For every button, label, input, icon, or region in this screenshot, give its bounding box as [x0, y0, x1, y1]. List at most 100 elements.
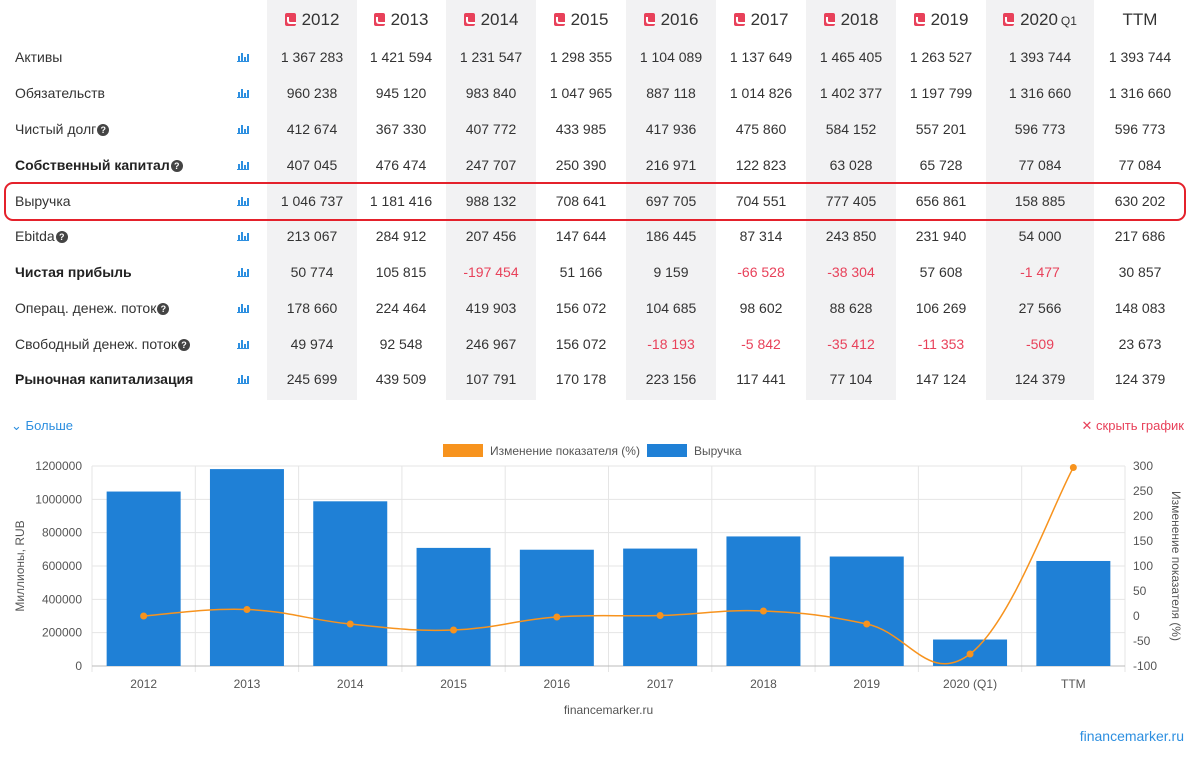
row-label: Выручка	[15, 183, 71, 219]
table-cell: 1 137 649	[729, 49, 793, 65]
table-row: Выручка 1 046 737 1 181 416 988 132 708 641 6…	[0, 183, 1200, 219]
column-header[interactable]: 2017	[706, 2, 816, 38]
table-cell: -5 842	[741, 336, 781, 352]
pdf-report-icon[interactable]	[553, 13, 565, 26]
pdf-report-icon[interactable]	[373, 13, 385, 26]
column-header[interactable]: 2015	[526, 2, 636, 38]
pdf-report-icon[interactable]	[1003, 13, 1015, 26]
column-header[interactable]: 2019	[886, 2, 996, 38]
table-cell: 77 084	[1018, 157, 1062, 173]
help-icon[interactable]: ?	[55, 231, 68, 243]
help-icon[interactable]: ?	[178, 339, 191, 351]
table-cell: 656 861	[915, 193, 967, 209]
revenue-bar	[416, 547, 491, 666]
bar-chart-icon[interactable]	[237, 196, 249, 206]
bar-chart-icon[interactable]	[237, 88, 249, 98]
pdf-report-icon[interactable]	[463, 13, 475, 26]
x-tick-label: TTM	[1061, 677, 1086, 691]
column-header[interactable]: 2014	[436, 2, 546, 38]
y2-tick-label: 150	[1133, 534, 1153, 548]
row-label: Обязательств	[15, 75, 105, 111]
bar-chart-icon[interactable]	[237, 52, 249, 62]
column-year: 2020	[1020, 10, 1058, 29]
table-cell: 1 104 089	[639, 49, 703, 65]
y-tick-label: 400000	[42, 592, 82, 606]
y-tick-label: 1000000	[35, 492, 82, 506]
column-header[interactable]: 2012	[257, 2, 367, 38]
revenue-bar	[829, 556, 904, 666]
table-row: Активы 1 367 283 1 421 594 1 231 547 1 298 3…	[0, 39, 1200, 75]
help-icon[interactable]: ?	[97, 124, 110, 136]
table-cell: 65 728	[919, 157, 963, 173]
y-tick-label: 0	[75, 659, 82, 673]
pdf-report-icon[interactable]	[823, 13, 835, 26]
row-label: Собственный капитал?	[15, 147, 183, 183]
column-header[interactable]: 2016	[616, 2, 726, 38]
table-cell: 57 608	[919, 264, 963, 280]
table-cell: 49 974	[290, 336, 334, 352]
table-cell: 417 936	[645, 121, 697, 137]
bar-chart-icon[interactable]	[237, 160, 249, 170]
pdf-report-icon[interactable]	[913, 13, 925, 26]
change-point	[450, 626, 458, 634]
change-point	[140, 612, 148, 620]
table-cell: 147 124	[915, 371, 967, 387]
more-link-label: Больше	[25, 418, 74, 433]
help-icon[interactable]: ?	[157, 303, 170, 315]
table-cell: 250 390	[555, 157, 607, 173]
table-cell: 186 445	[645, 228, 697, 244]
more-link[interactable]: ⌄ Больше	[11, 418, 73, 434]
table-cell: 704 551	[735, 193, 787, 209]
x-tick-label: 2012	[130, 677, 157, 691]
table-cell: 1 367 283	[280, 49, 344, 65]
row-label-text: Чистый долг	[15, 121, 97, 137]
bar-chart-icon[interactable]	[237, 124, 249, 134]
table-cell: 945 120	[375, 85, 427, 101]
column-period: Q1	[1060, 14, 1077, 28]
table-cell: 1 047 965	[549, 85, 613, 101]
row-label-text: Рыночная капитализация	[15, 371, 194, 387]
y-axis-title: Миллионы, RUB	[13, 520, 27, 611]
revenue-bar	[726, 536, 801, 666]
x-tick-label: 2015	[440, 677, 467, 691]
x-tick-label: 2014	[337, 677, 364, 691]
table-cell: 419 903	[465, 300, 517, 316]
column-year: TTM	[1122, 10, 1158, 29]
column-header[interactable]: 2013	[346, 2, 456, 38]
y-tick-label: 200000	[42, 626, 82, 640]
y-tick-label: 1200000	[35, 459, 82, 473]
table-cell: 284 912	[375, 228, 427, 244]
table-cell: 475 860	[735, 121, 787, 137]
hide-chart-link[interactable]: ✕ скрыть график	[1082, 418, 1184, 434]
column-header[interactable]: 2018	[796, 2, 906, 38]
column-year: 2017	[750, 10, 789, 29]
table-cell: -18 193	[647, 336, 695, 352]
bar-chart-icon[interactable]	[237, 231, 249, 241]
table-cell: 170 178	[555, 371, 607, 387]
table-row: Обязательств 960 238 945 120 983 840 1 047 9…	[0, 75, 1200, 111]
column-year: 2018	[840, 10, 879, 29]
bar-chart-icon[interactable]	[237, 339, 249, 349]
column-header[interactable]: 2020 Q1	[985, 2, 1095, 38]
table-cell: 1 014 826	[729, 85, 793, 101]
site-link[interactable]: financemarker.ru	[1079, 728, 1184, 744]
bar-chart-icon[interactable]	[237, 374, 249, 384]
change-point	[553, 613, 561, 621]
bar-chart-icon[interactable]	[237, 303, 249, 313]
table-cell: 107 791	[465, 371, 517, 387]
table-row: Собственный капитал? 407 045 476 474 247 70…	[0, 147, 1200, 183]
help-icon[interactable]: ?	[170, 160, 183, 172]
table-cell: -11 353	[917, 336, 965, 352]
pdf-report-icon[interactable]	[643, 13, 655, 26]
pdf-report-icon[interactable]	[733, 13, 745, 26]
table-cell: 1 181 416	[369, 193, 433, 209]
pdf-report-icon[interactable]	[284, 13, 296, 26]
table-cell: 88 628	[829, 300, 873, 316]
x-tick-label: 2020 (Q1)	[943, 677, 997, 691]
column-stripe	[446, 0, 536, 400]
y2-tick-label: -50	[1133, 634, 1151, 648]
table-cell: 224 464	[375, 300, 427, 316]
table-row: Ebitda? 213 067 284 912 207 456 147 644 186 4…	[0, 218, 1200, 254]
bar-chart-icon[interactable]	[237, 267, 249, 277]
table-cell: 9 159	[653, 264, 689, 280]
